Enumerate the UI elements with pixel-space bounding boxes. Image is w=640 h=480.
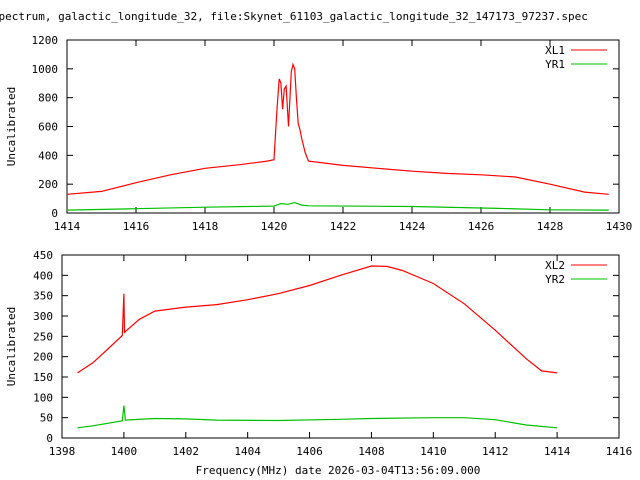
y-tick-label: 0 — [51, 207, 58, 220]
x-tick-label: 1414 — [544, 445, 571, 458]
y-tick-label: 100 — [33, 391, 53, 404]
x-tick-label: 1416 — [123, 220, 150, 233]
y-tick-label: 200 — [33, 351, 53, 364]
series-line-YR2 — [77, 405, 558, 429]
x-tick-label: 1426 — [468, 220, 495, 233]
x-tick-label: 1398 — [49, 445, 76, 458]
x-tick-label: 1402 — [173, 445, 200, 458]
x-tick-label: 1420 — [261, 220, 288, 233]
legend-label: XL1 — [545, 44, 565, 57]
legend-label: XL2 — [545, 259, 565, 272]
series-line-YR1 — [66, 201, 609, 211]
legend-label: YR1 — [545, 58, 565, 71]
y-tick-label: 0 — [46, 432, 53, 445]
x-tick-label: 1424 — [399, 220, 426, 233]
x-tick-label: 1428 — [537, 220, 564, 233]
y-axis-label: Uncalibrated — [5, 87, 18, 166]
x-tick-label: 1416 — [606, 445, 633, 458]
y-tick-label: 1000 — [32, 63, 59, 76]
y-tick-label: 200 — [38, 178, 58, 191]
series-line-XL2 — [77, 265, 558, 374]
plot-panel-1: 1414 1416 1418 1420 1422 1424 1426 1428 1430 0 200… — [5, 34, 632, 233]
x-tick-label: 1410 — [420, 445, 447, 458]
y-tick-label: 300 — [33, 310, 53, 323]
plot-frame — [61, 254, 620, 439]
x-tick-label: 1400 — [111, 445, 138, 458]
x-tick-label: 1414 — [54, 220, 81, 233]
y-tick-label: 150 — [33, 371, 53, 384]
x-tick-label: 1418 — [192, 220, 219, 233]
y-tick-label: 1200 — [32, 34, 59, 47]
plot-frame — [66, 39, 620, 214]
x-tick-label: 1422 — [330, 220, 357, 233]
x-tick-label: 1430 — [606, 220, 633, 233]
x-tick-label: 1404 — [234, 445, 261, 458]
y-tick-label: 800 — [38, 92, 58, 105]
y-tick-label: 50 — [40, 412, 53, 425]
x-tick-label: 1412 — [482, 445, 509, 458]
y-tick-label: 600 — [38, 121, 58, 134]
y-tick-label: 400 — [33, 269, 53, 282]
series-line-XL1 — [66, 62, 609, 195]
x-tick-label: 1406 — [296, 445, 323, 458]
plot-panel-2: 1398 1400 1402 1404 1406 1408 1410 1412 1414 1416… — [5, 249, 632, 458]
y-tick-label: 400 — [38, 149, 58, 162]
y-tick-label: 450 — [33, 249, 53, 262]
legend-label: YR2 — [545, 273, 565, 286]
chart-title: IS Spectrum, galactic_longitude_32, file… — [0, 10, 588, 23]
x-axis-label: Frequency(MHz) date 2026-03-04T13:56:09.… — [196, 464, 481, 477]
x-tick-label: 1408 — [358, 445, 385, 458]
y-tick-label: 250 — [33, 330, 53, 343]
y-tick-label: 350 — [33, 290, 53, 303]
y-axis-label: Uncalibrated — [5, 307, 18, 386]
